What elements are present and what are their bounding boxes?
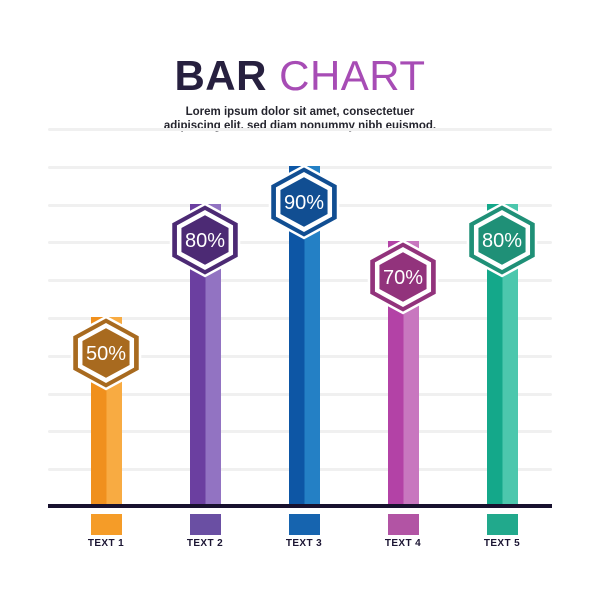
- legend-swatch: [90, 514, 122, 535]
- value-label: 50%: [86, 343, 126, 365]
- value-label: 80%: [482, 230, 522, 252]
- subtitle-line-1: Lorem ipsum dolor sit amet, consectetuer: [185, 106, 415, 118]
- category-label: TEXT 2: [186, 538, 224, 549]
- hexagon-inner: [275, 172, 333, 232]
- title-word-accent: CHART: [279, 52, 426, 99]
- value-label: 80%: [185, 230, 225, 252]
- hexagon-inner: [374, 247, 432, 307]
- legend-swatch: [486, 514, 518, 535]
- chart-header: BAR CHART Lorem ipsum dolor sit amet, co…: [0, 55, 600, 133]
- value-label: 70%: [383, 267, 423, 289]
- legend-swatch: [189, 514, 221, 535]
- value-label: 90%: [284, 192, 324, 214]
- hexagon-badge: 50%: [70, 315, 142, 391]
- category-label: TEXT 5: [483, 538, 521, 549]
- category-label: TEXT 4: [384, 538, 422, 549]
- legend-swatch: [288, 514, 320, 535]
- category-label: TEXT 1: [87, 538, 125, 549]
- hexagon-inner: [77, 323, 135, 383]
- category-label: TEXT 3: [285, 538, 323, 549]
- title-word-bold: BAR: [174, 52, 267, 99]
- hexagon-badge: 70%: [367, 239, 439, 315]
- gridline: [48, 128, 552, 131]
- hexagon-badge: 90%: [268, 164, 340, 240]
- hexagon-inner: [176, 210, 234, 270]
- hexagon-badge: 80%: [169, 202, 241, 278]
- legend-swatch: [387, 514, 419, 535]
- page-title: BAR CHART: [0, 55, 600, 97]
- x-axis-line: [48, 504, 552, 508]
- hexagon-badge: 80%: [466, 202, 538, 278]
- hexagon-inner: [473, 210, 531, 270]
